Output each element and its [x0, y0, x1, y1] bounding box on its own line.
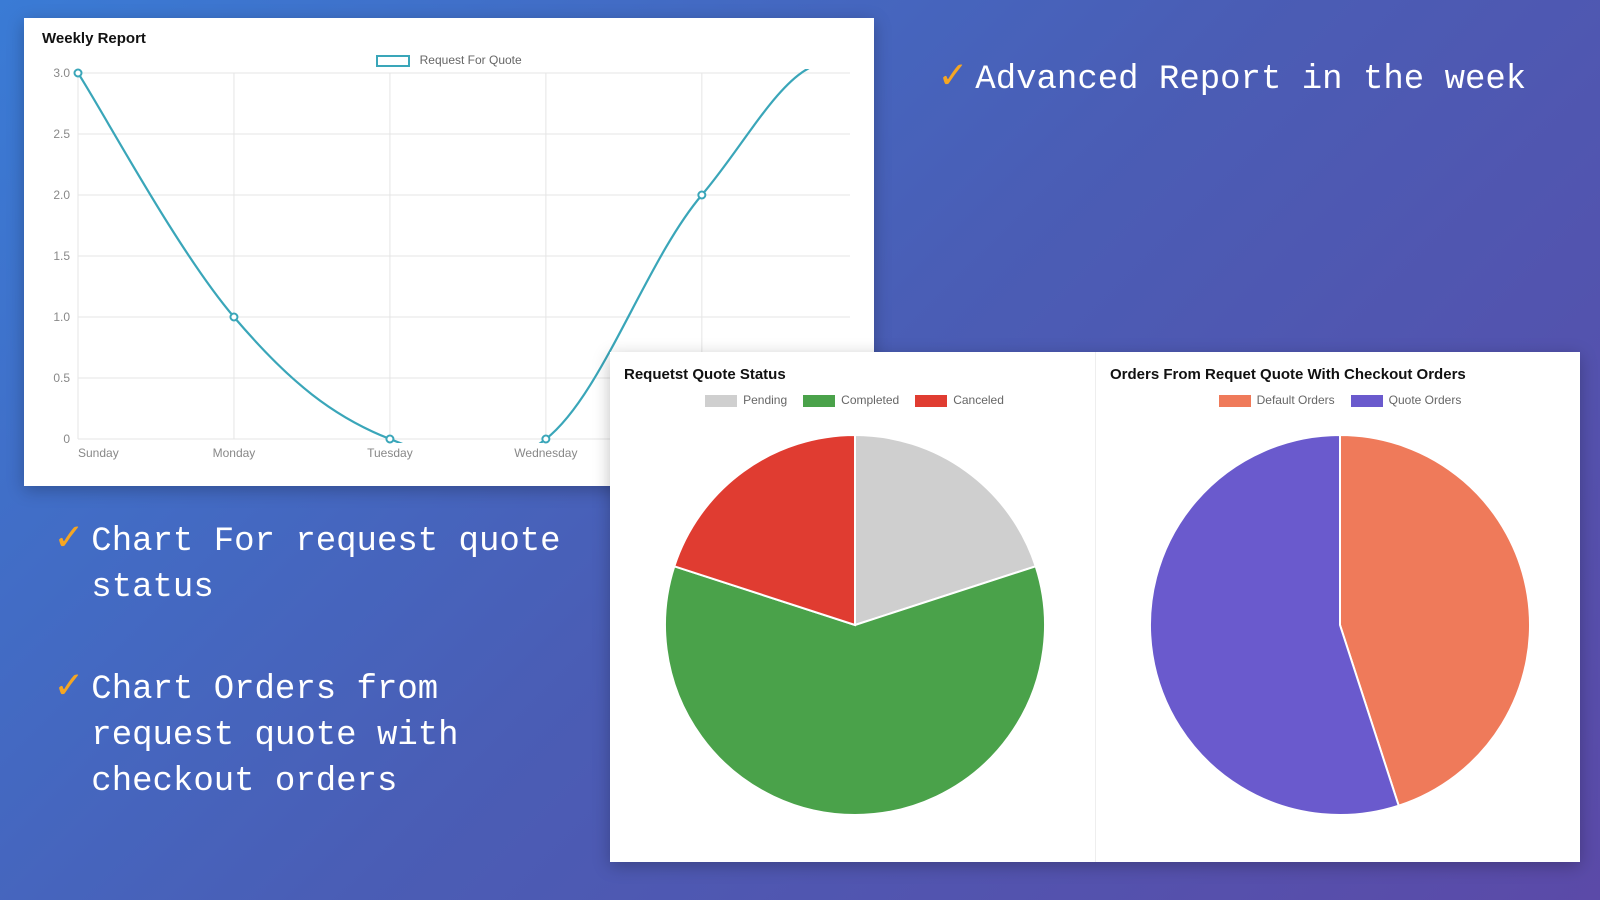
legend-swatch	[1219, 395, 1251, 407]
bullet-text: Chart For request quote status	[91, 520, 576, 612]
orders-legend: Default Orders Quote Orders	[1110, 393, 1570, 407]
bullet-quote-status: ✓ Chart For request quote status	[56, 520, 576, 612]
svg-text:Wednesday: Wednesday	[514, 446, 577, 460]
legend-item: Default Orders	[1219, 393, 1335, 407]
svg-text:0.5: 0.5	[53, 371, 70, 385]
bullet-orders: ✓ Chart Orders from request quote with c…	[56, 668, 576, 806]
check-icon: ✓	[940, 56, 965, 98]
legend-item: Pending	[705, 393, 787, 407]
svg-text:Sunday: Sunday	[78, 446, 119, 460]
svg-text:2.5: 2.5	[53, 127, 70, 141]
svg-text:1.0: 1.0	[53, 310, 70, 324]
svg-text:0: 0	[63, 432, 70, 446]
bullet-advanced-report: ✓ Advanced Report in the week	[940, 58, 1560, 104]
legend-swatch	[705, 395, 737, 407]
weekly-report-legend: Request For Quote	[42, 53, 856, 67]
legend-label: Canceled	[953, 393, 1004, 407]
svg-text:3.0: 3.0	[53, 67, 70, 80]
legend-item: Canceled	[915, 393, 1004, 407]
legend-label: Default Orders	[1257, 393, 1335, 407]
svg-text:1.5: 1.5	[53, 249, 70, 263]
svg-text:Tuesday: Tuesday	[367, 446, 413, 460]
svg-text:2.0: 2.0	[53, 188, 70, 202]
bullet-text: Advanced Report in the week	[975, 58, 1526, 104]
check-icon: ✓	[56, 666, 81, 708]
legend-item: Quote Orders	[1351, 393, 1462, 407]
quote-status-legend: Pending Completed Canceled	[624, 393, 1085, 407]
legend-swatch	[915, 395, 947, 407]
svg-text:Monday: Monday	[213, 446, 256, 460]
legend-swatch	[803, 395, 835, 407]
legend-label: Quote Orders	[1389, 393, 1462, 407]
bullet-text: Chart Orders from request quote with che…	[91, 668, 576, 806]
legend-label: Completed	[841, 393, 899, 407]
orders-pie-chart	[1110, 415, 1570, 835]
weekly-report-title: Weekly Report	[42, 30, 856, 47]
check-icon: ✓	[56, 518, 81, 560]
legend-item: Completed	[803, 393, 899, 407]
orders-panel: Orders From Requet Quote With Checkout O…	[1095, 352, 1580, 862]
legend-label: Pending	[743, 393, 787, 407]
legend-swatch-request-for-quote	[376, 55, 410, 67]
legend-swatch	[1351, 395, 1383, 407]
quote-status-title: Requetst Quote Status	[624, 366, 1085, 383]
orders-title: Orders From Requet Quote With Checkout O…	[1110, 366, 1570, 383]
quote-status-panel: Requetst Quote Status Pending Completed Ca…	[610, 352, 1095, 862]
pie-charts-panel: Requetst Quote Status Pending Completed Ca…	[610, 352, 1580, 862]
quote-status-pie-chart	[625, 415, 1085, 835]
legend-label-request-for-quote: Request For Quote	[420, 53, 522, 67]
